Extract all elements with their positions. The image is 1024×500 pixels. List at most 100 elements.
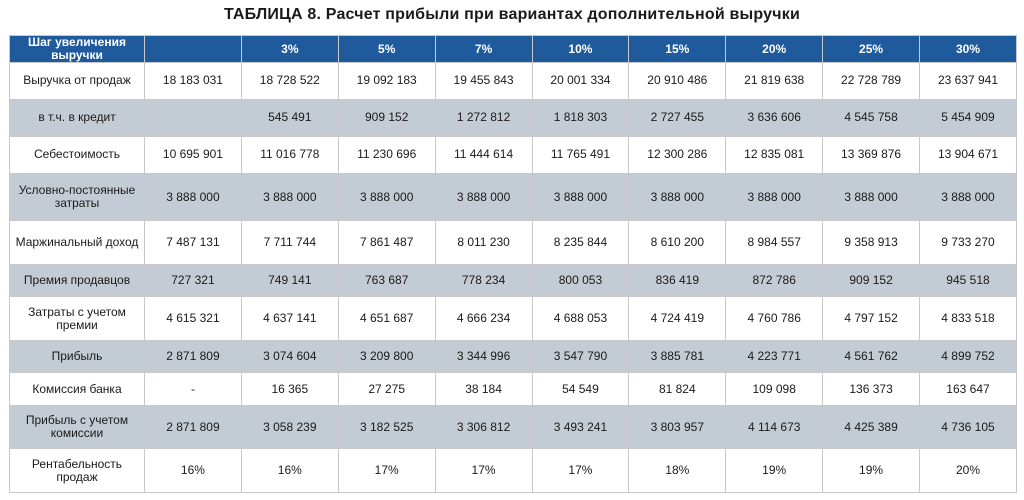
table-header: Шаг увеличения выручки 3% 5% 7% 10% 15% … [9, 35, 1017, 63]
table-cell: 4 114 673 [725, 405, 824, 450]
row-label: Выручка от продаж [9, 62, 145, 100]
table-cell: 2 727 455 [628, 98, 727, 137]
table-cell: 7 861 487 [337, 220, 436, 265]
table-cell: 4 797 152 [822, 296, 920, 341]
table-cell: 11 765 491 [531, 135, 630, 174]
table-cell: 136 373 [822, 372, 920, 407]
table-cell: 4 223 771 [725, 339, 824, 374]
table-cell: 3 888 000 [337, 172, 436, 222]
table-cell: 3 344 996 [434, 339, 533, 374]
row-label: Премия продавцов [9, 263, 145, 298]
table-cell: 909 152 [822, 263, 920, 298]
table-row: Премия продавцов 727 321 749 141 763 687 778… [9, 263, 1017, 298]
table-cell: 20 910 486 [628, 62, 727, 100]
table-cell: 1 272 812 [434, 98, 533, 137]
table-cell: 7 711 744 [240, 220, 339, 265]
column-header: 25% [822, 35, 920, 63]
table-cell: 4 899 752 [919, 339, 1017, 374]
column-header: 20% [725, 35, 824, 63]
table-cell: 17% [531, 448, 630, 493]
table-cell: 18 183 031 [144, 62, 242, 100]
table-cell: 4 666 234 [434, 296, 533, 341]
table-cell: 9 358 913 [822, 220, 920, 265]
table-cell: 2 871 809 [144, 339, 242, 374]
column-header: 3% [240, 35, 339, 63]
table-cell: 872 786 [725, 263, 824, 298]
table-cell: 13 369 876 [822, 135, 920, 174]
table-cell: 12 300 286 [628, 135, 727, 174]
table-cell: 4 637 141 [240, 296, 339, 341]
table-cell: 16% [240, 448, 339, 493]
table-cell: 8 984 557 [725, 220, 824, 265]
table-row: Прибыль с учетом комиссии 2 871 809 3 058 … [9, 405, 1017, 450]
table-cell: 4 651 687 [337, 296, 436, 341]
table-cell: 38 184 [434, 372, 533, 407]
table-cell: 13 904 671 [919, 135, 1017, 174]
table-cell: 19% [822, 448, 920, 493]
table-cell [144, 98, 242, 137]
table-cell: 836 419 [628, 263, 727, 298]
column-header: 15% [628, 35, 727, 63]
table-cell: 3 888 000 [434, 172, 533, 222]
table-cell: 3 888 000 [531, 172, 630, 222]
table-cell: 3 209 800 [337, 339, 436, 374]
table-cell: 11 444 614 [434, 135, 533, 174]
table-cell: 11 230 696 [337, 135, 436, 174]
table-cell: 10 695 901 [144, 135, 242, 174]
table-cell: 16 365 [240, 372, 339, 407]
column-header [144, 35, 242, 63]
table-cell: 20 001 334 [531, 62, 630, 100]
table-cell: 778 234 [434, 263, 533, 298]
row-label: Затраты с учетом премии [9, 296, 145, 341]
table-row: Себестоимость 10 695 901 11 016 778 11 230 … [9, 135, 1017, 174]
row-label: Комиссия банка [9, 372, 145, 407]
table-cell: 81 824 [628, 372, 727, 407]
table-cell: 4 615 321 [144, 296, 242, 341]
table-cell: 22 728 789 [822, 62, 920, 100]
column-header: 10% [531, 35, 630, 63]
table-cell: 17% [337, 448, 436, 493]
table-cell: 3 888 000 [144, 172, 242, 222]
table-cell: 20% [919, 448, 1017, 493]
table-cell: 9 733 270 [919, 220, 1017, 265]
table-row: Выручка от продаж 18 183 031 18 728 522 19 … [9, 62, 1017, 100]
table-title: ТАБЛИЦА 8. Расчет прибыли при вариантах … [223, 6, 801, 23]
column-header: 5% [337, 35, 436, 63]
table-cell: 3 803 957 [628, 405, 727, 450]
table-row: Условно-постоянные затраты 3 888 000 3 888… [9, 172, 1017, 222]
table-cell: 4 724 419 [628, 296, 727, 341]
table-cell: 18 728 522 [240, 62, 339, 100]
table-row: в т.ч. в кредит 545 491 909 152 1 272 812 1 … [9, 98, 1017, 137]
row-label: в т.ч. в кредит [9, 98, 145, 137]
table-cell: 3 888 000 [919, 172, 1017, 222]
table-row: Маржинальный доход 7 487 131 7 711 744 7 86… [9, 220, 1017, 265]
table-cell: 3 888 000 [822, 172, 920, 222]
table-cell: 5 454 909 [919, 98, 1017, 137]
table-cell: 16% [144, 448, 242, 493]
table-cell: 7 487 131 [144, 220, 242, 265]
table-cell: 3 182 525 [337, 405, 436, 450]
table-cell: 27 275 [337, 372, 436, 407]
column-header: 30% [919, 35, 1017, 63]
table-cell: 727 321 [144, 263, 242, 298]
row-label: Себестоимость [9, 135, 145, 174]
table-cell: 749 141 [240, 263, 339, 298]
row-label: Рентабельность продаж [9, 448, 145, 493]
table-cell: 4 425 389 [822, 405, 920, 450]
table-row: Прибыль 2 871 809 3 074 604 3 209 800 3 344 … [9, 339, 1017, 374]
table-cell: 3 493 241 [531, 405, 630, 450]
table-cell: 3 074 604 [240, 339, 339, 374]
table-cell: 8 610 200 [628, 220, 727, 265]
table-row: Рентабельность продаж 16% 16% 17% 17% 17% 18% 1… [9, 448, 1017, 493]
table-row: Затраты с учетом премии 4 615 321 4 637 14… [9, 296, 1017, 341]
row-label: Условно-постоянные затраты [9, 172, 145, 222]
table-cell: 8 235 844 [531, 220, 630, 265]
table-cell: 19 092 183 [337, 62, 436, 100]
table-cell: 4 833 518 [919, 296, 1017, 341]
table-cell: 4 545 758 [822, 98, 920, 137]
table-cell: 909 152 [337, 98, 436, 137]
table-cell: 54 549 [531, 372, 630, 407]
table-cell: 3 888 000 [628, 172, 727, 222]
table-cell: 1 818 303 [531, 98, 630, 137]
table-cell: 945 518 [919, 263, 1017, 298]
